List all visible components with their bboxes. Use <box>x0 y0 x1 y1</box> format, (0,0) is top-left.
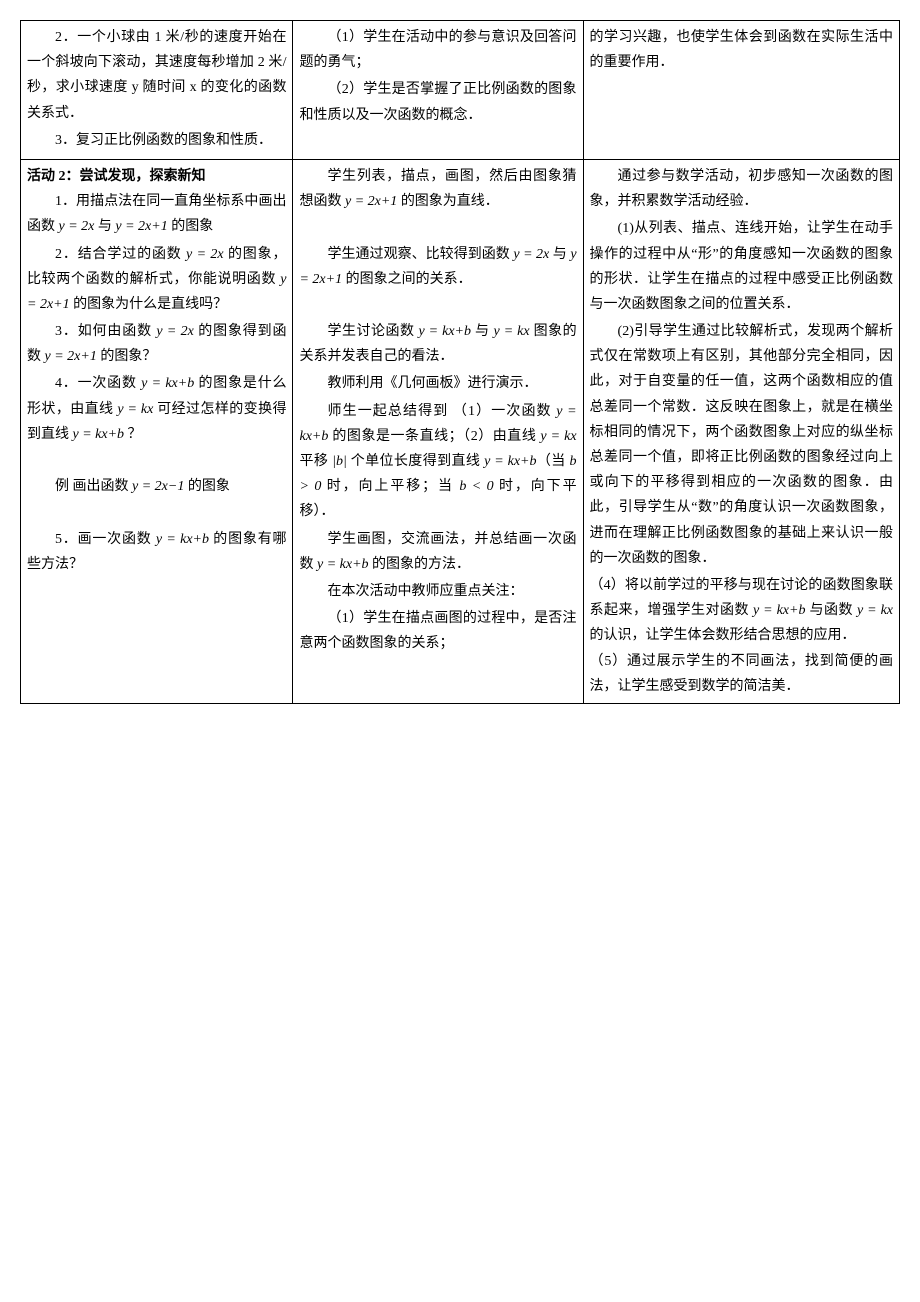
text-block: 5．画一次函数 y = kx+b 的图象有哪些方法？ <box>27 527 286 577</box>
text-block: 教师利用《几何画板》进行演示． <box>299 371 576 396</box>
text-block: （4）将以前学过的平移与现在讨论的函数图象联系起来，增强学生对函数 y = kx… <box>590 573 893 649</box>
text-block: （2）学生是否掌握了正比例函数的图象和性质以及一次函数的概念． <box>299 77 576 127</box>
spacer <box>27 501 286 526</box>
cell-r1-c1: 学生列表，描点，画图，然后由图象猜想函数 y = 2x+1 的图象为直线． 学生… <box>293 159 583 703</box>
cell-r0-c0: 2．一个小球由 1 米/秒的速度开始在一个斜坡向下滚动，其速度每秒增加 2 米/… <box>21 21 293 160</box>
text-block: 3．如何由函数 y = 2x 的图象得到函数 y = 2x+1 的图象？ <box>27 319 286 369</box>
text-block: 例 画出函数 y = 2x−1 的图象 <box>27 474 286 499</box>
text-block: 师生一起总结得到 （1）一次函数 y = kx+b 的图象是一条直线；（2）由直… <box>299 399 576 525</box>
text-block: 4．一次函数 y = kx+b 的图象是什么形状，由直线 y = kx 可经过怎… <box>27 371 286 447</box>
spacer <box>299 294 576 319</box>
section-title: 活动 2：尝试发现，探索新知 <box>27 164 286 189</box>
text-block: 学生画图，交流画法，并总结画一次函数 y = kx+b 的图象的方法． <box>299 527 576 577</box>
text-block: 在本次活动中教师应重点关注： <box>299 579 576 604</box>
text-block: 3．复习正比例函数的图象和性质． <box>27 128 286 153</box>
lesson-plan-table: 2．一个小球由 1 米/秒的速度开始在一个斜坡向下滚动，其速度每秒增加 2 米/… <box>20 20 900 704</box>
text-block: 学生讨论函数 y = kx+b 与 y = kx 图象的关系并发表自己的看法． <box>299 319 576 369</box>
text-block: （1）学生在活动中的参与意识及回答问题的勇气； <box>299 25 576 75</box>
cell-r1-c0: 活动 2：尝试发现，探索新知 1．用描点法在同一直角坐标系中画出函数 y = 2… <box>21 159 293 703</box>
text-block: 2．结合学过的函数 y = 2x 的图象，比较两个函数的解析式，你能说明函数 y… <box>27 242 286 318</box>
text-block: 学生列表，描点，画图，然后由图象猜想函数 y = 2x+1 的图象为直线． <box>299 164 576 214</box>
text-block: 学生通过观察、比较得到函数 y = 2x 与 y = 2x+1 的图象之间的关系… <box>299 242 576 292</box>
text-block: (2)引导学生通过比较解析式，发现两个解析式仅在常数项上有区别，其他部分完全相同… <box>590 319 893 571</box>
text-block: 的学习兴趣，也使学生体会到函数在实际生活中的重要作用． <box>590 25 893 75</box>
text-block: （5）通过展示学生的不同画法，找到简便的画法，让学生感受到数学的简洁美． <box>590 649 893 699</box>
table-row: 2．一个小球由 1 米/秒的速度开始在一个斜坡向下滚动，其速度每秒增加 2 米/… <box>21 21 900 160</box>
document-page: 2．一个小球由 1 米/秒的速度开始在一个斜坡向下滚动，其速度每秒增加 2 米/… <box>20 20 900 704</box>
spacer <box>299 216 576 241</box>
text-block: 1．用描点法在同一直角坐标系中画出函数 y = 2x 与 y = 2x+1 的图… <box>27 189 286 239</box>
cell-r1-c2: 通过参与数学活动，初步感知一次函数的图象，并积累数学活动经验． (1)从列表、描… <box>583 159 899 703</box>
table-row: 活动 2：尝试发现，探索新知 1．用描点法在同一直角坐标系中画出函数 y = 2… <box>21 159 900 703</box>
cell-r0-c1: （1）学生在活动中的参与意识及回答问题的勇气； （2）学生是否掌握了正比例函数的… <box>293 21 583 160</box>
text-block: (1)从列表、描点、连线开始，让学生在动手操作的过程中从“形”的角度感知一次函数… <box>590 216 893 317</box>
text-block: 通过参与数学活动，初步感知一次函数的图象，并积累数学活动经验． <box>590 164 893 214</box>
text-block: 2．一个小球由 1 米/秒的速度开始在一个斜坡向下滚动，其速度每秒增加 2 米/… <box>27 25 286 126</box>
cell-r0-c2: 的学习兴趣，也使学生体会到函数在实际生活中的重要作用． <box>583 21 899 160</box>
spacer <box>27 449 286 474</box>
text-block: （1）学生在描点画图的过程中，是否注意两个函数图象的关系； <box>299 606 576 656</box>
